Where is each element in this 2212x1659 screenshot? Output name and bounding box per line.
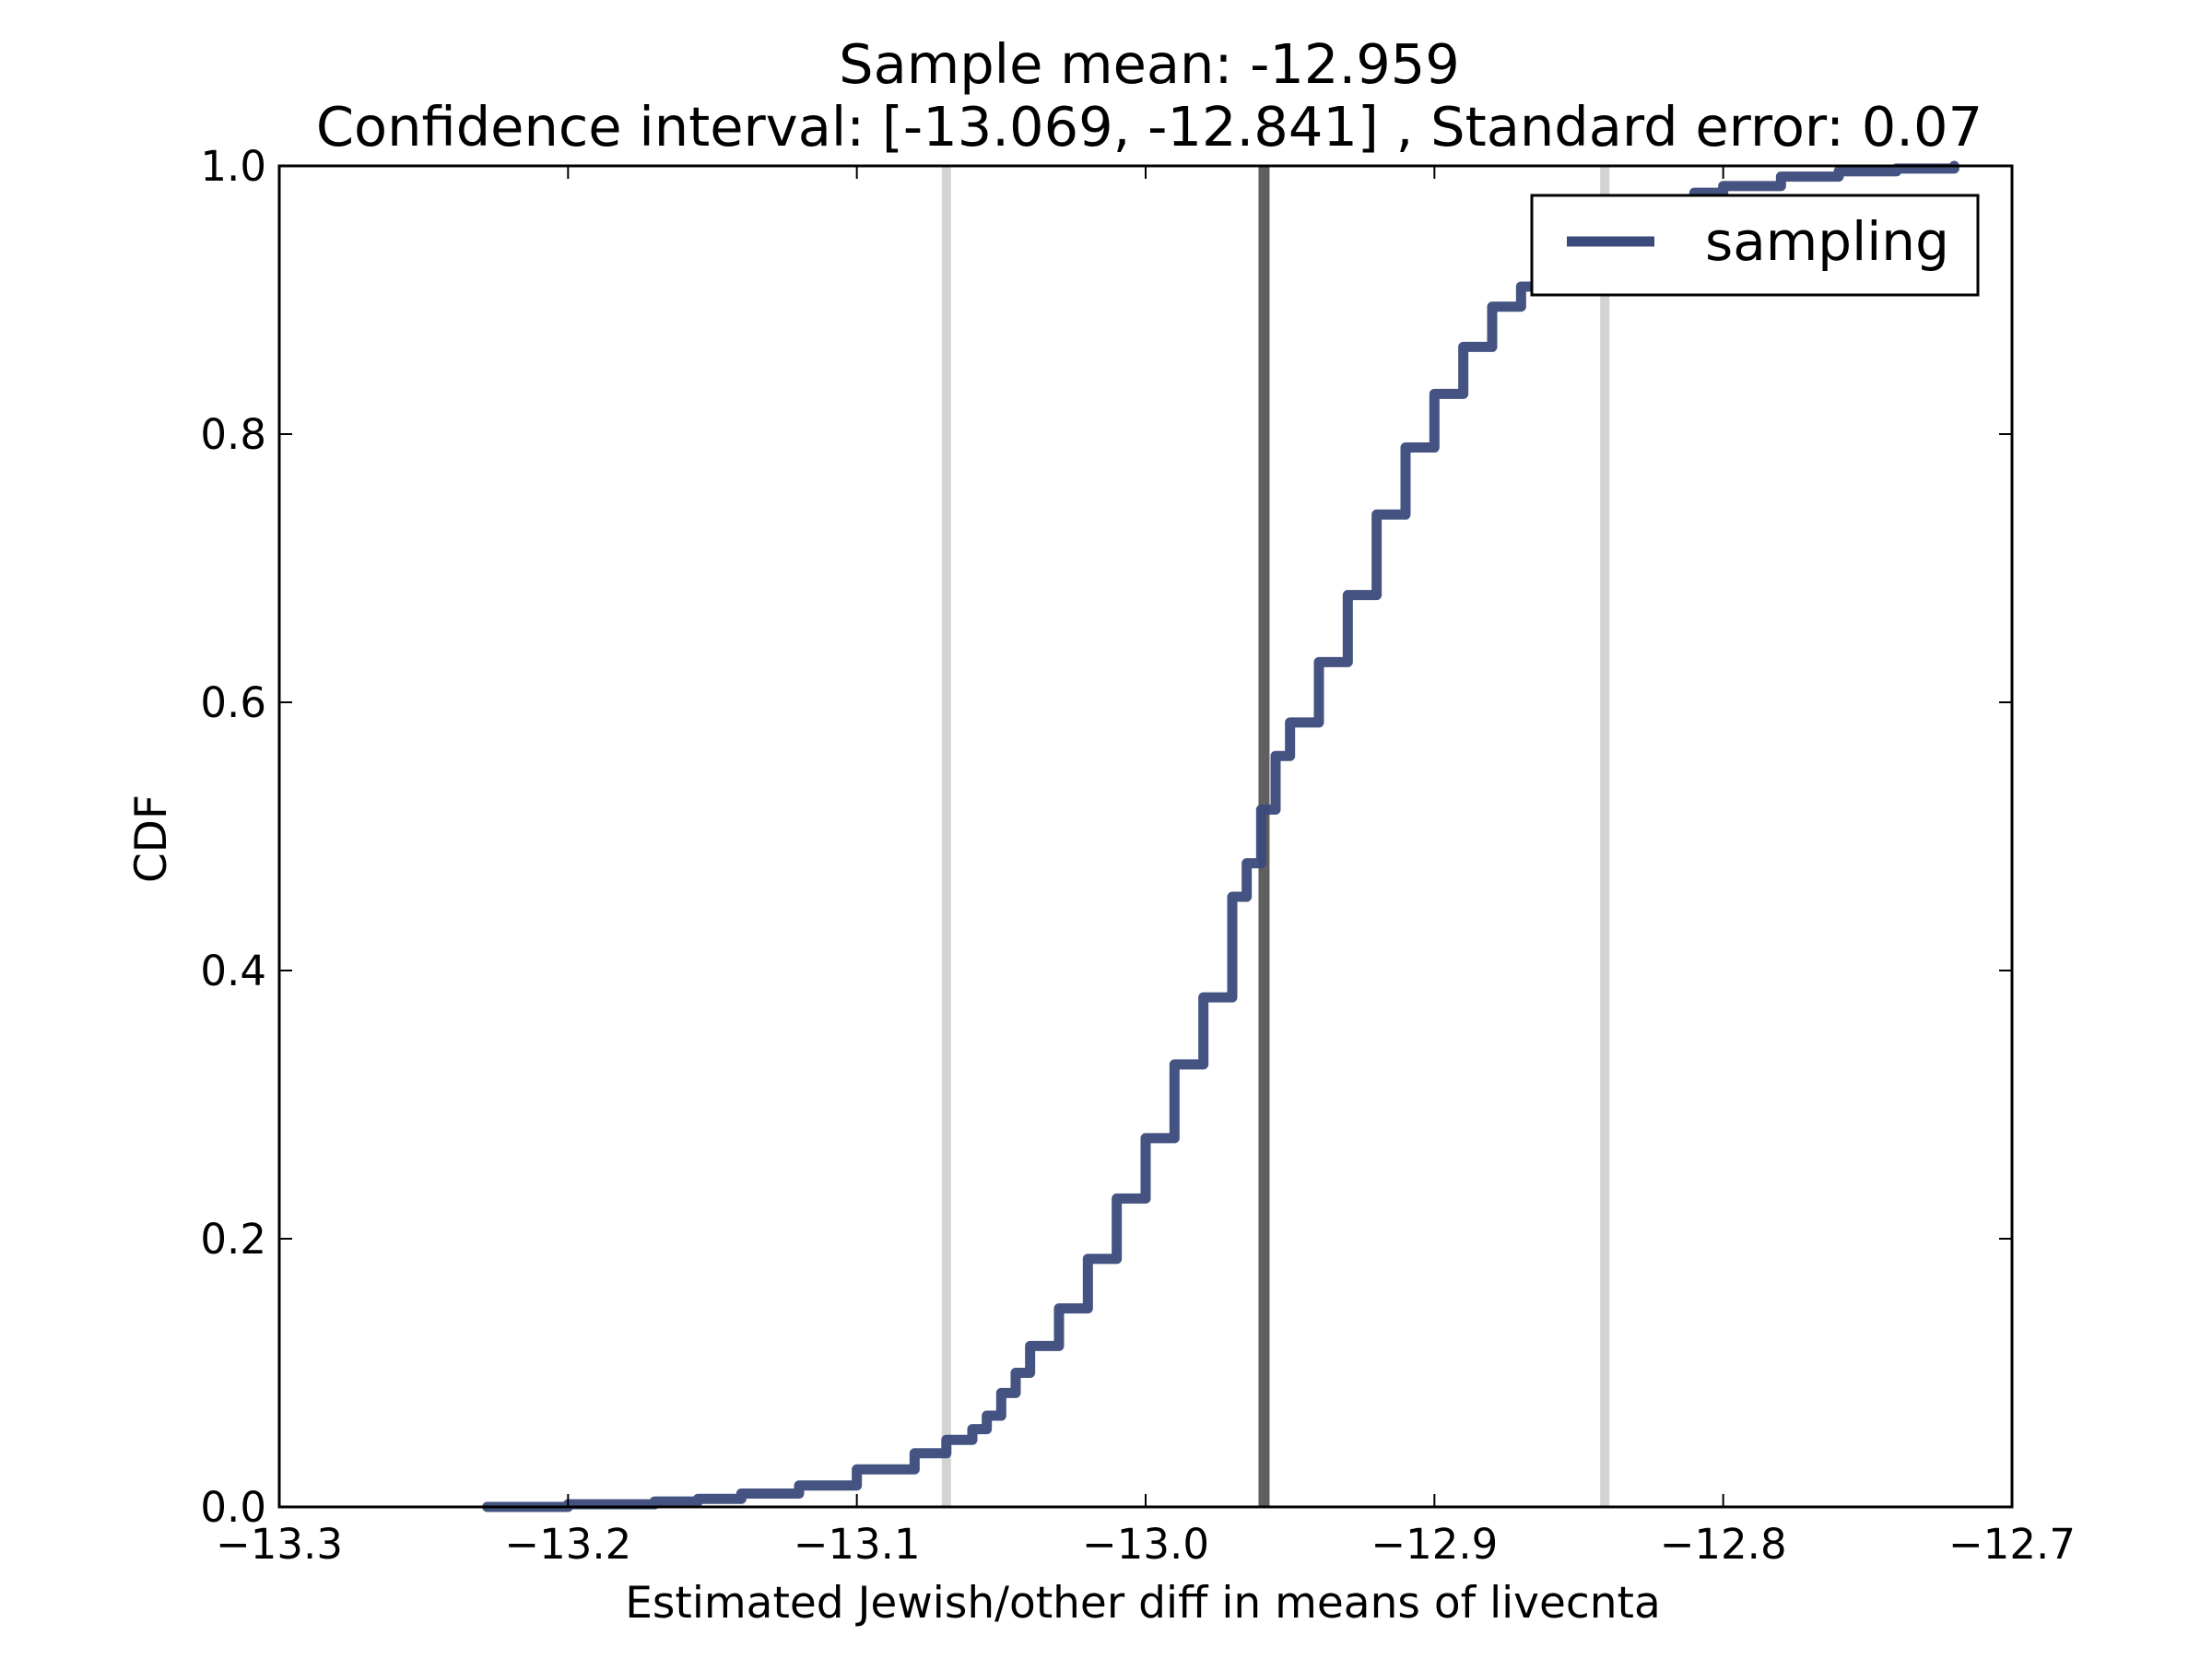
y-tick-label: 0.0 [200, 1483, 266, 1532]
x-tick-label: −12.7 [1948, 1520, 2076, 1569]
x-tick-label: −13.0 [1082, 1520, 1209, 1569]
x-tick-label: −13.1 [794, 1520, 921, 1569]
y-tick-label: 0.2 [200, 1215, 266, 1264]
x-axis-label: Estimated Jewish/other diff in means of … [625, 1578, 1661, 1629]
legend-label-sampling: sampling [1705, 210, 1949, 273]
plot-background [279, 166, 2012, 1507]
x-tick-label: −13.3 [216, 1520, 343, 1569]
legend: sampling [1530, 194, 1980, 297]
chart-subtitle: Confidence interval: [-13.069, -12.841] … [316, 95, 1983, 159]
y-tick-label: 0.4 [200, 947, 266, 995]
y-axis: 0.0 0.2 0.4 0.6 0.8 1.0 [200, 142, 2012, 1532]
x-axis: −13.3 −13.2 −13.1 −13.0 −12.9 −12.8 −12.7 [216, 166, 2076, 1569]
chart-title: Sample mean: -12.959 [839, 32, 1460, 96]
plot-area: −13.3 −13.2 −13.1 −13.0 −12.9 −12.8 −12.7 0.00… [200, 142, 2076, 1569]
x-tick-label: −12.8 [1660, 1520, 1787, 1569]
y-tick-label: 0.8 [200, 410, 266, 459]
y-tick-label: 0.6 [200, 678, 266, 727]
x-tick-label: −12.9 [1371, 1520, 1498, 1569]
y-tick-label: 1.0 [200, 142, 266, 191]
y-axis-label: CDF [126, 794, 177, 883]
x-tick-label: −13.2 [504, 1520, 631, 1569]
